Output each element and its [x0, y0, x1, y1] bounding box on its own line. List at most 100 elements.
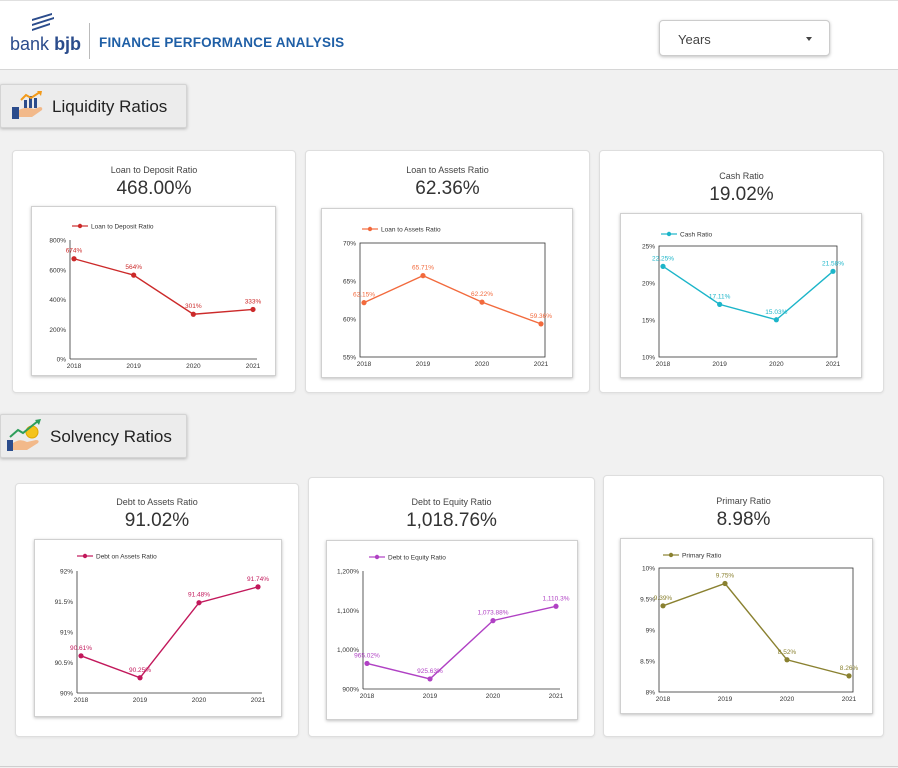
y-tick-label: 92%	[60, 569, 73, 576]
data-point	[131, 272, 137, 278]
liquidity-ratios-section-button[interactable]: Liquidity Ratios	[0, 84, 187, 128]
x-tick-label: 2020	[486, 693, 501, 700]
data-label: 90.61%	[70, 645, 92, 652]
data-label: 9.75%	[716, 573, 735, 580]
data-point	[722, 580, 728, 587]
card-value: 91.02%	[124, 510, 190, 531]
data-point	[255, 584, 261, 590]
data-point	[250, 306, 256, 313]
legend-marker	[374, 554, 380, 560]
y-tick-label: 15%	[642, 318, 655, 325]
data-label: 90.25%	[129, 667, 151, 674]
data-point	[78, 653, 84, 659]
y-tick-label: 20%	[642, 281, 655, 288]
x-tick-label: 2019	[133, 697, 148, 704]
data-point	[660, 603, 666, 609]
solvency-ratios-section-button[interactable]: Solvency Ratios	[0, 414, 187, 458]
chevron-down-icon	[806, 37, 812, 41]
series-line	[366, 605, 557, 680]
data-point	[361, 300, 367, 306]
x-tick-label: 2020	[192, 697, 207, 704]
loan-to-deposit-chart: Loan to Deposit Ratio 0% 200% 400% 600% 800% 2…	[31, 206, 276, 376]
chart-hand-icon	[12, 91, 43, 119]
data-point	[717, 301, 723, 307]
card-title: Cash Ratio	[719, 171, 764, 181]
x-tick-label: 2018	[656, 696, 671, 703]
data-point	[553, 603, 559, 609]
debt-to-assets-chart-svg: Debt on Assets Ratio 90% 90.5% 91% 91.5% 92% 2…	[55, 553, 270, 705]
legend-marker	[77, 223, 83, 229]
data-point	[660, 263, 666, 269]
x-tick-label: 2018	[360, 693, 375, 700]
logo-text: bank bjb	[10, 34, 81, 55]
loan-to-deposit-chart-svg: Loan to Deposit Ratio 0% 200% 400% 600% 800% 2…	[49, 223, 261, 371]
card-title: Loan to Assets Ratio	[406, 165, 489, 175]
x-tick-label: 2021	[842, 696, 857, 703]
legend-marker	[668, 552, 674, 558]
series-line	[662, 265, 834, 321]
series-line	[662, 582, 850, 677]
data-label: 15.03%	[765, 309, 787, 316]
data-label: 65.71%	[412, 265, 434, 272]
bank-logo-icon	[32, 13, 54, 31]
data-label: 1,073.88%	[477, 610, 508, 617]
y-tick-label: 10%	[642, 355, 655, 362]
y-tick-label: 55%	[343, 355, 356, 362]
page-title: FINANCE PERFORMANCE ANALYSIS	[99, 35, 345, 50]
data-point	[830, 268, 836, 274]
x-tick-label: 2018	[656, 361, 671, 368]
x-tick-label: 2020	[186, 363, 201, 370]
x-tick-label: 2021	[251, 697, 266, 704]
data-point	[479, 299, 485, 305]
data-label: 301%	[185, 303, 202, 310]
data-point	[538, 321, 544, 327]
logo-divider	[89, 23, 90, 59]
card-value: 468.00%	[116, 178, 192, 199]
x-tick-label: 2020	[769, 361, 784, 368]
legend-marker	[367, 226, 373, 232]
y-tick-label: 25%	[642, 244, 655, 251]
card-value: 19.02%	[709, 184, 774, 205]
legend-label: Debt to Equity Ratio	[388, 555, 446, 562]
series-line	[80, 586, 259, 679]
debt-to-assets-chart: Debt on Assets Ratio 90% 90.5% 91% 91.5% 92% 2…	[34, 539, 282, 717]
data-label: 62.22%	[471, 291, 493, 298]
primary-ratio-chart: Primary Ratio 8% 8.5% 9% 9.5% 10% 2018 2019 2020…	[620, 538, 873, 714]
data-label: 21.58%	[822, 260, 844, 267]
data-label: 8.26%	[840, 665, 859, 672]
y-tick-label: 91%	[60, 630, 73, 637]
series-line	[73, 258, 254, 315]
page-bottom-divider	[0, 766, 898, 767]
x-tick-label: 2020	[475, 361, 490, 368]
y-tick-label: 60%	[343, 317, 356, 324]
debt-to-equity-card: Debt to Equity Ratio 1,018.76% Debt to E…	[308, 477, 595, 737]
cash-ratio-card: Cash Ratio 19.02% Cash Ratio 10% 15% 20% 25%…	[599, 150, 884, 393]
data-point	[846, 673, 852, 679]
data-point	[773, 317, 779, 323]
x-tick-label: 2019	[126, 363, 141, 370]
legend-label: Primary Ratio	[682, 553, 722, 560]
growth-coin-icon	[7, 419, 41, 451]
card-title: Loan to Deposit Ratio	[110, 165, 198, 175]
x-tick-label: 2019	[712, 361, 727, 368]
data-point	[190, 311, 196, 317]
debt-to-equity-chart: Debt to Equity Ratio 900% 1,000% 1,100% 1,20…	[326, 540, 578, 720]
y-tick-label: 65%	[343, 279, 356, 286]
loan-to-assets-card: Loan to Assets Ratio 62.36% Loan to Asse…	[305, 150, 590, 393]
y-tick-label: 8%	[646, 690, 656, 697]
x-tick-label: 2021	[246, 363, 261, 370]
data-label: 17.11%	[709, 293, 731, 300]
legend-label: Loan to Assets Ratio	[381, 227, 441, 234]
data-point	[490, 618, 496, 624]
data-label: 8.52%	[778, 649, 797, 656]
y-tick-label: 10%	[642, 566, 655, 573]
card-value: 1,018.76%	[406, 510, 497, 531]
x-tick-label: 2018	[67, 363, 82, 370]
series-line	[363, 274, 542, 325]
years-dropdown[interactable]: Years	[659, 20, 830, 56]
data-label: 9.39%	[654, 595, 673, 602]
legend-marker	[82, 553, 88, 559]
legend-label: Cash Ratio	[680, 232, 713, 239]
data-point	[420, 273, 426, 279]
y-tick-label: 600%	[49, 267, 66, 274]
